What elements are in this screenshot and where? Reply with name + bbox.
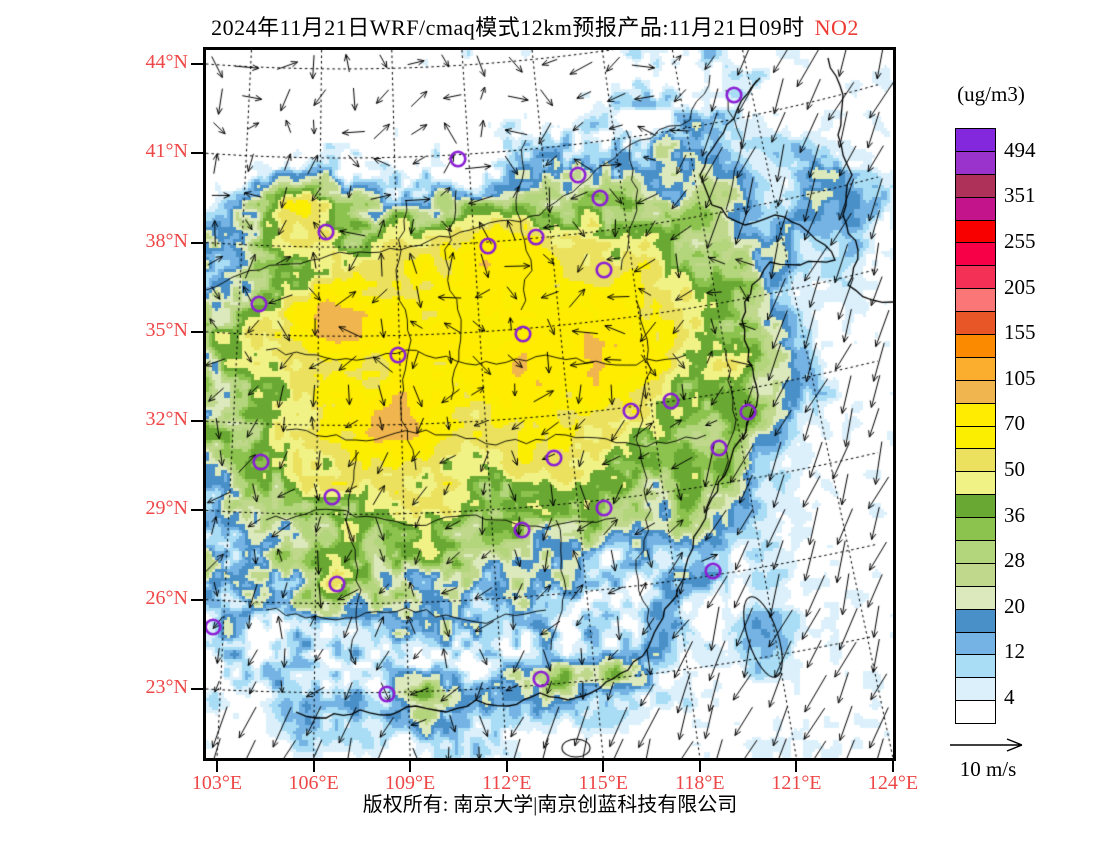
legend-color-cell [956,654,995,678]
legend-value: 351 [1004,183,1036,208]
legend-color-cell [956,129,995,151]
legend-color-cell [956,265,995,289]
legend-color-cell [956,311,995,335]
lat-label: 44°N [145,51,188,73]
page-title: 2024年11月21日WRF/cmaq模式12km预报产品:11月21日09时 N… [0,10,1070,42]
legend-color-cell [956,402,995,426]
lon-tick [891,761,894,772]
lon-tick [698,761,701,772]
legend-value: 4 [1004,685,1015,709]
lon-label: 121°E [771,772,822,794]
map-frame [203,47,896,761]
legend-value: 105 [1004,365,1036,390]
legend-color-cell [956,288,995,312]
legend-unit-label: (ug/m3) [957,82,1025,106]
legend-color-cell [956,494,995,518]
lat-label: 41°N [145,140,188,163]
legend-color-cell [956,562,995,586]
legend-color-cell [956,219,995,243]
legend-color-cell [956,631,995,655]
wind-scale-label: 10 m/s [959,757,1017,781]
legend-value: 20 [1004,593,1025,618]
legend-color-cell [956,677,995,701]
lon-tick [312,761,315,772]
legend-color-cell [956,379,995,403]
legend-value: 155 [1004,320,1036,345]
copyright-footer: 版权所有: 南京大学|南京创蓝科技有限公司 [362,794,738,816]
legend-colorbar [955,128,996,724]
lat-tick [191,420,203,423]
title-species: NO2 [814,15,859,40]
lat-tick [191,63,203,65]
lon-label: 115°E [578,772,629,794]
legend-color-cell [956,173,995,197]
legend-color-cell [956,425,995,449]
lat-tick [191,687,203,690]
lat-label: 23°N [145,675,188,698]
legend-value: 28 [1004,548,1025,573]
legend-color-cell [956,150,995,174]
lon-label: 112°E [481,772,532,794]
legend-color-cell [956,242,995,266]
lat-label: 29°N [145,497,188,520]
lon-label: 118°E [675,772,725,794]
lon-tick [505,761,508,772]
lat-label: 32°N [145,408,188,431]
lat-label: 35°N [145,318,188,341]
lat-label: 26°N [145,586,188,609]
legend-color-cell [956,334,995,357]
legend-value: 205 [1004,274,1036,299]
legend-color-cell [956,608,995,632]
lat-label: 38°N [145,229,188,252]
legend-color-cell [956,448,995,472]
legend-color-cell [956,196,995,220]
lat-tick [191,330,203,333]
lon-tick [216,761,218,772]
lat-tick [191,509,203,512]
lat-tick [191,241,203,244]
lon-label: 103°E [191,772,243,794]
lon-label: 106°E [288,772,339,794]
legend-value: 12 [1004,639,1025,664]
lat-tick [191,598,203,601]
legend-color-cell [956,700,995,724]
lon-label: 124°E [867,772,919,794]
legend-color-cell [956,540,995,563]
wind-scale: 10 m/s [936,736,1040,782]
legend-value: 36 [1004,502,1025,527]
legend-value: 494 [1004,137,1036,162]
title-text: 2024年11月21日WRF/cmaq模式12km预报产品:11月21日09时 [211,15,805,40]
legend-color-cell [956,517,995,541]
lon-tick [795,761,798,772]
legend-color-cell [956,471,995,495]
legend-color-cell [956,585,995,609]
lon-label: 109°E [385,772,436,794]
legend-value: 50 [1004,457,1025,481]
lat-tick [191,152,203,155]
lon-tick [409,761,412,772]
forecast-map-canvas [206,50,893,758]
legend-value: 255 [1004,229,1036,253]
wind-scale-arrow-icon [950,738,1023,752]
legend-color-cell [956,356,995,380]
legend-value: 70 [1004,411,1025,436]
lon-tick [602,761,605,772]
